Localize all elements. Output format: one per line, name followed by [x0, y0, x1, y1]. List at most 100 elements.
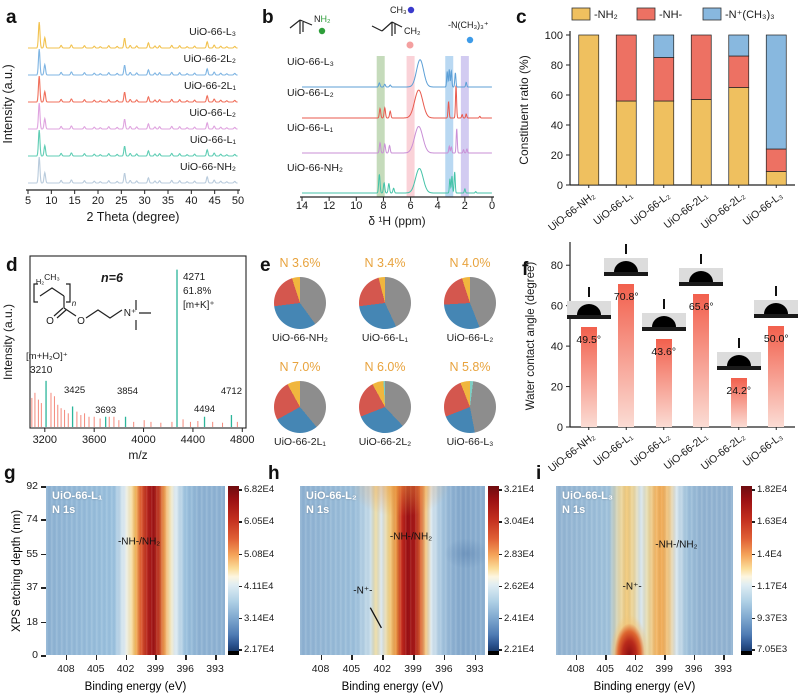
x-tick-label: 399 — [146, 663, 165, 675]
colorbar-tick-label: 1.63E4 — [757, 516, 788, 528]
legend-label: -NH- — [659, 9, 683, 21]
heatmap-annotation: -NH-/NH₂ — [655, 539, 698, 551]
legend-swatch — [571, 7, 591, 21]
surface-line — [566, 314, 611, 319]
trace-label: UiO-66-L₃ — [287, 56, 334, 68]
x-tick-label: 393 — [714, 663, 732, 675]
panel-i-xps-heatmap: i UiO-66-L₃ N 1s -NH-/NH₂ -N⁺- 408 405 402 399 3… — [533, 462, 800, 700]
atom-label: H₂ — [36, 277, 44, 286]
droplet-icon — [576, 303, 601, 315]
panel-e-pies: e N 3.6% UiO-66-NH₂ N 3.4% UiO-66-L₁ N 4.0% U… — [256, 232, 520, 462]
x-tick — [320, 655, 323, 660]
nmr-trace — [302, 59, 492, 88]
y-tick-label: 40 — [551, 341, 563, 353]
y-tick-label: 37 — [26, 581, 38, 594]
methyl-label: CH₃ — [390, 5, 407, 15]
peak-label: 4271 — [183, 272, 206, 283]
colorbar-tick-label: 4.11E4 — [244, 580, 274, 592]
droplet-photo — [566, 300, 611, 319]
trace-label: UiO-66-L₂ — [287, 87, 334, 99]
xrd-trace — [28, 21, 238, 49]
peak-note: [m+K]⁺ — [183, 300, 215, 311]
contact-angle-bar — [768, 325, 785, 427]
contact-angle-bar — [655, 338, 672, 427]
peak-label: 4712 — [221, 386, 242, 397]
xrd-trace — [28, 75, 238, 103]
x-axis-title: 2 Theta (degree) — [87, 210, 180, 224]
needle-icon — [587, 286, 590, 297]
y-tick-label: 40 — [551, 120, 563, 132]
trace-label: UiO-66-L₃ — [189, 26, 236, 38]
legend-label: -NH₂ — [594, 9, 618, 21]
y-axis-title: Intensity (a.u.) — [1, 304, 15, 380]
colorbar-tick — [239, 585, 242, 588]
colorbar — [228, 486, 239, 651]
panel-letter-g: g — [4, 463, 16, 484]
x-axis-title: δ ¹H (ppm) — [368, 214, 425, 228]
pie-n-label: N 5.8% — [449, 360, 491, 374]
pie-chart — [274, 277, 326, 329]
x-tick-label: 3600 — [82, 434, 106, 446]
x-tick — [155, 655, 157, 660]
x-axis-title: m/z — [128, 448, 147, 462]
x-tick-label: 25 — [115, 195, 127, 207]
panel-letter-f: f — [522, 259, 529, 280]
x-tick — [723, 655, 725, 660]
colorbar-tick — [499, 649, 502, 651]
pie-n-label: N 7.0% — [279, 360, 321, 374]
panel-a-xrd: a 5 10 15 20 25 30 35 40 45 50 2 Theta (degree) Int… — [0, 0, 256, 232]
colorbar-tick — [239, 617, 242, 620]
surface-line — [604, 271, 649, 276]
panel-canvas: -NH₂ -NH- -N⁺(CH₃)₃ 0 20 40 60 80 100 Constituent… — [517, 7, 795, 234]
x-tick-label: 396 — [176, 663, 194, 675]
n-annotation: n=6 — [101, 271, 124, 285]
colorbar-tick-label: 3.21E4 — [504, 484, 535, 496]
x-axis-title: Binding energy (eV) — [593, 681, 696, 693]
y-tick-label: 55 — [26, 547, 38, 560]
colorbar-tick-label: 6.05E4 — [244, 516, 275, 528]
panel-g-xps-heatmap: g UiO-66-L₁ N 1s -NH-/NH₂ 408 405 402 399 396 39… — [0, 462, 274, 700]
pie-sample-name: UiO-66-NH₂ — [272, 332, 328, 344]
vinyl-label: CH₂ — [404, 26, 421, 36]
plot-frame — [29, 255, 247, 429]
y-axis-title: XPS etching depth (nm) — [11, 509, 23, 632]
y-axis-title: Water contact angle (degree) — [525, 262, 537, 411]
colorbar-end — [228, 651, 239, 655]
x-tick — [215, 655, 217, 660]
pie-n-label: N 3.6% — [279, 256, 321, 270]
droplet-icon — [614, 260, 639, 272]
bar-segment — [690, 99, 712, 186]
x-tick-label: 2 — [462, 200, 468, 212]
x-tick-label: 4 — [435, 200, 441, 212]
panel-letter-e: e — [260, 255, 271, 276]
pie-sample-name: UiO-66-L₃ — [446, 436, 494, 448]
pie-sample-name: UiO-66-L₂ — [446, 332, 494, 344]
trace-label: UiO-66-2L₂ — [183, 53, 236, 65]
category-label: UiO-66-NH₂ — [546, 190, 598, 234]
x-tick-label: 393 — [465, 663, 484, 675]
pie-sample-name: UiO-66-L₁ — [361, 332, 409, 344]
x-tick — [443, 655, 446, 660]
needle-icon — [737, 338, 740, 349]
panel-letter-h: h — [268, 463, 280, 484]
panel-d-mass-spectrum: d [m+H₂O]⁺ 3210 3425 3693 3854 4271 61.8% [m+K]… — [0, 232, 256, 462]
heatmap-plot — [556, 486, 733, 655]
x-tick — [634, 655, 637, 660]
y-tick-label: 92 — [26, 480, 38, 492]
heatmap-plot — [300, 486, 485, 655]
x-tick-label: 408 — [311, 663, 330, 675]
y-tick — [41, 519, 46, 521]
needle-icon — [662, 298, 665, 309]
subscript-n: n — [72, 299, 77, 308]
x-tick-label: 35 — [162, 195, 174, 207]
contact-angle-bar — [693, 294, 710, 427]
bar-segment — [765, 148, 787, 172]
colorbar-tick — [499, 553, 502, 556]
pie-n-label: N 6.0% — [364, 360, 406, 374]
droplet-photo — [604, 257, 649, 276]
value-label: 70.8° — [613, 290, 639, 303]
y-tick-label: 74 — [26, 513, 38, 526]
x-tick — [382, 655, 384, 660]
heatmap-annotation: -NH-/NH₂ — [389, 531, 433, 543]
